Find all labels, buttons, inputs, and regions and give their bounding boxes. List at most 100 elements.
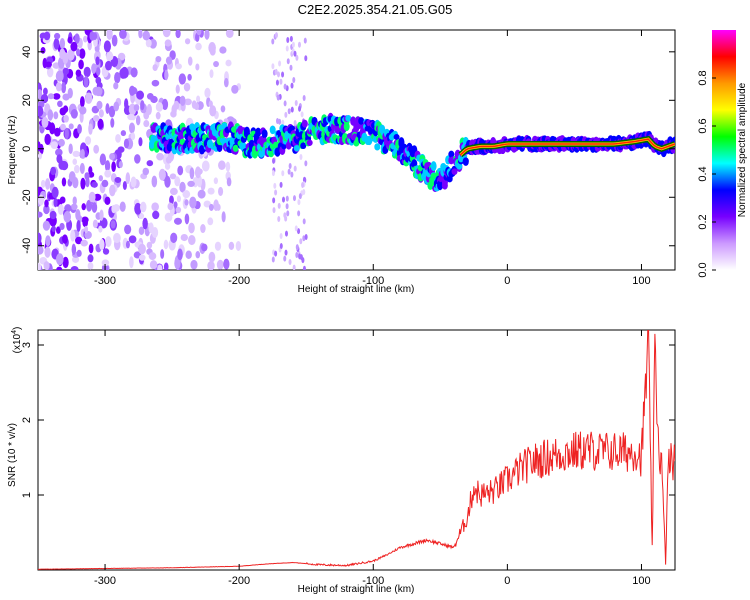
y-tick-label: 1 [21, 492, 33, 498]
heatmap-cell [427, 181, 434, 190]
heatmap-cell [188, 234, 196, 246]
heatmap-cell [44, 246, 51, 258]
heatmap-cell [125, 172, 131, 185]
heatmap-cell [214, 241, 222, 251]
heatmap-cell [195, 251, 201, 259]
heatmap-cell [163, 239, 169, 250]
heatmap-cell [108, 105, 116, 118]
heatmap-cell [274, 32, 278, 39]
heatmap-cell [83, 35, 88, 43]
heatmap-cell [297, 199, 301, 206]
heatmap-cell [44, 199, 49, 208]
heatmap-y-axis-title: Frequency (Hz) [7, 116, 18, 185]
heatmap-cell [44, 133, 51, 145]
heatmap-cell [178, 73, 187, 85]
heatmap-cell [287, 168, 291, 175]
heatmap-cell [195, 63, 200, 71]
heatmap-cell [398, 137, 405, 147]
heatmap-cell [119, 201, 126, 212]
heatmap-cell [286, 37, 290, 44]
heatmap-cell [111, 161, 116, 173]
heatmap-cell [97, 118, 104, 130]
heatmap-cell [151, 202, 159, 212]
heatmap-cell [93, 144, 100, 154]
heatmap-cell [149, 260, 158, 270]
heatmap-ridge-peak [459, 138, 675, 156]
heatmap-cell [62, 93, 70, 101]
heatmap-cell [302, 189, 306, 196]
heatmap-cell [91, 202, 98, 213]
heatmap-cell [57, 203, 64, 215]
heatmap-cell [128, 235, 137, 244]
heatmap-cell [281, 71, 285, 78]
heatmap-cell [67, 36, 73, 44]
heatmap-cell [70, 203, 78, 211]
heatmap-cell [152, 64, 158, 71]
heatmap-cell [177, 165, 184, 176]
colorbar-gradient [712, 30, 736, 270]
y-tick-label: -40 [21, 238, 33, 254]
heatmap-cell [179, 95, 186, 106]
x-tick-label: 100 [632, 275, 650, 287]
snr-frame [37, 329, 676, 571]
heatmap-cell [289, 64, 293, 71]
heatmap-cell [45, 235, 51, 247]
heatmap-cell [80, 177, 86, 190]
heatmap-cell [164, 39, 172, 47]
x-tick-label: -200 [228, 275, 250, 287]
heatmap-cell [183, 82, 191, 92]
heatmap-cell [288, 162, 292, 169]
heatmap-cell [122, 180, 127, 190]
heatmap-cell [118, 160, 123, 168]
heatmap-cell [163, 262, 169, 270]
heatmap-cell [269, 125, 276, 135]
heatmap-cell [92, 32, 98, 41]
heatmap-cell [62, 67, 70, 75]
heatmap-cell [158, 168, 166, 181]
heatmap-cell [113, 232, 121, 244]
heatmap-cell [201, 243, 208, 252]
heatmap-cell [274, 68, 278, 75]
heatmap-cell [219, 46, 227, 54]
heatmap-cell [43, 204, 50, 215]
heatmap-cell [271, 256, 275, 263]
heatmap-cell [293, 120, 297, 127]
heatmap-cell [76, 249, 82, 257]
heatmap-cell [173, 217, 182, 225]
heatmap-cell [87, 262, 94, 270]
heatmap-cell [105, 103, 110, 114]
heatmap-cell [448, 150, 455, 158]
heatmap-cell [61, 81, 67, 94]
heatmap-cell [75, 209, 81, 221]
heatmap-cell [63, 114, 69, 123]
heatmap-cell [176, 195, 182, 203]
heatmap-cell [283, 100, 287, 107]
heatmap-cell [226, 177, 232, 187]
heatmap-cell [79, 106, 87, 115]
heatmap-cell [42, 220, 51, 231]
heatmap-cell [88, 123, 93, 135]
heatmap-cell [93, 193, 102, 201]
heatmap-cell [213, 177, 219, 185]
heatmap-cell [111, 204, 116, 214]
heatmap-cell [87, 254, 94, 263]
heatmap-cell [146, 160, 154, 167]
heatmap-cell [74, 164, 80, 174]
heatmap-cell [294, 99, 298, 106]
heatmap-cell [223, 258, 230, 270]
heatmap-cell [189, 167, 195, 180]
heatmap-cell [81, 203, 86, 211]
snr-line [38, 330, 675, 570]
heatmap-cell [114, 71, 121, 84]
heatmap-cell [207, 187, 215, 195]
heatmap-cell [283, 212, 287, 219]
heatmap-cell [293, 144, 300, 152]
heatmap-cell [284, 111, 288, 118]
heatmap-cell [93, 37, 98, 47]
heatmap-cell [220, 105, 226, 113]
heatmap-cell [45, 178, 51, 190]
y-tick-label: 2 [21, 417, 33, 423]
heatmap-cell [278, 60, 282, 67]
heatmap-cell [393, 133, 400, 141]
heatmap-cell [358, 117, 365, 125]
